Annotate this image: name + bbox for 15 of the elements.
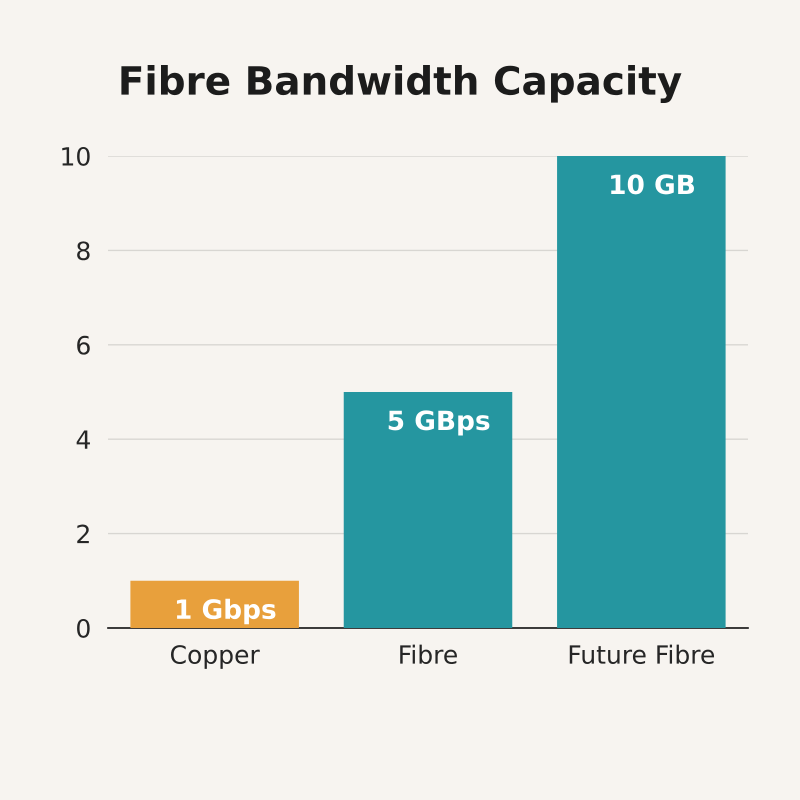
- data-label: 5 GBps: [388, 410, 490, 436]
- bar: [344, 392, 512, 628]
- data-label: 1 Gbps: [176, 598, 276, 624]
- y-tick-label: 0: [77, 618, 90, 638]
- y-tick-label: 4: [76, 430, 90, 449]
- x-tick-label: Future Fibre: [570, 644, 714, 664]
- bar: [557, 156, 726, 628]
- y-tick-label: 10: [62, 146, 90, 166]
- chart-title: Fibre Bandwidth Capacity: [121, 65, 682, 103]
- x-tick-label: Fibre: [400, 644, 457, 664]
- data-label: 10 GB: [611, 174, 694, 194]
- y-tick-label: 6: [77, 336, 90, 355]
- y-tick-label: 8: [77, 241, 90, 260]
- x-tick-label: Copper: [170, 645, 260, 669]
- y-tick-label: 2: [77, 524, 89, 544]
